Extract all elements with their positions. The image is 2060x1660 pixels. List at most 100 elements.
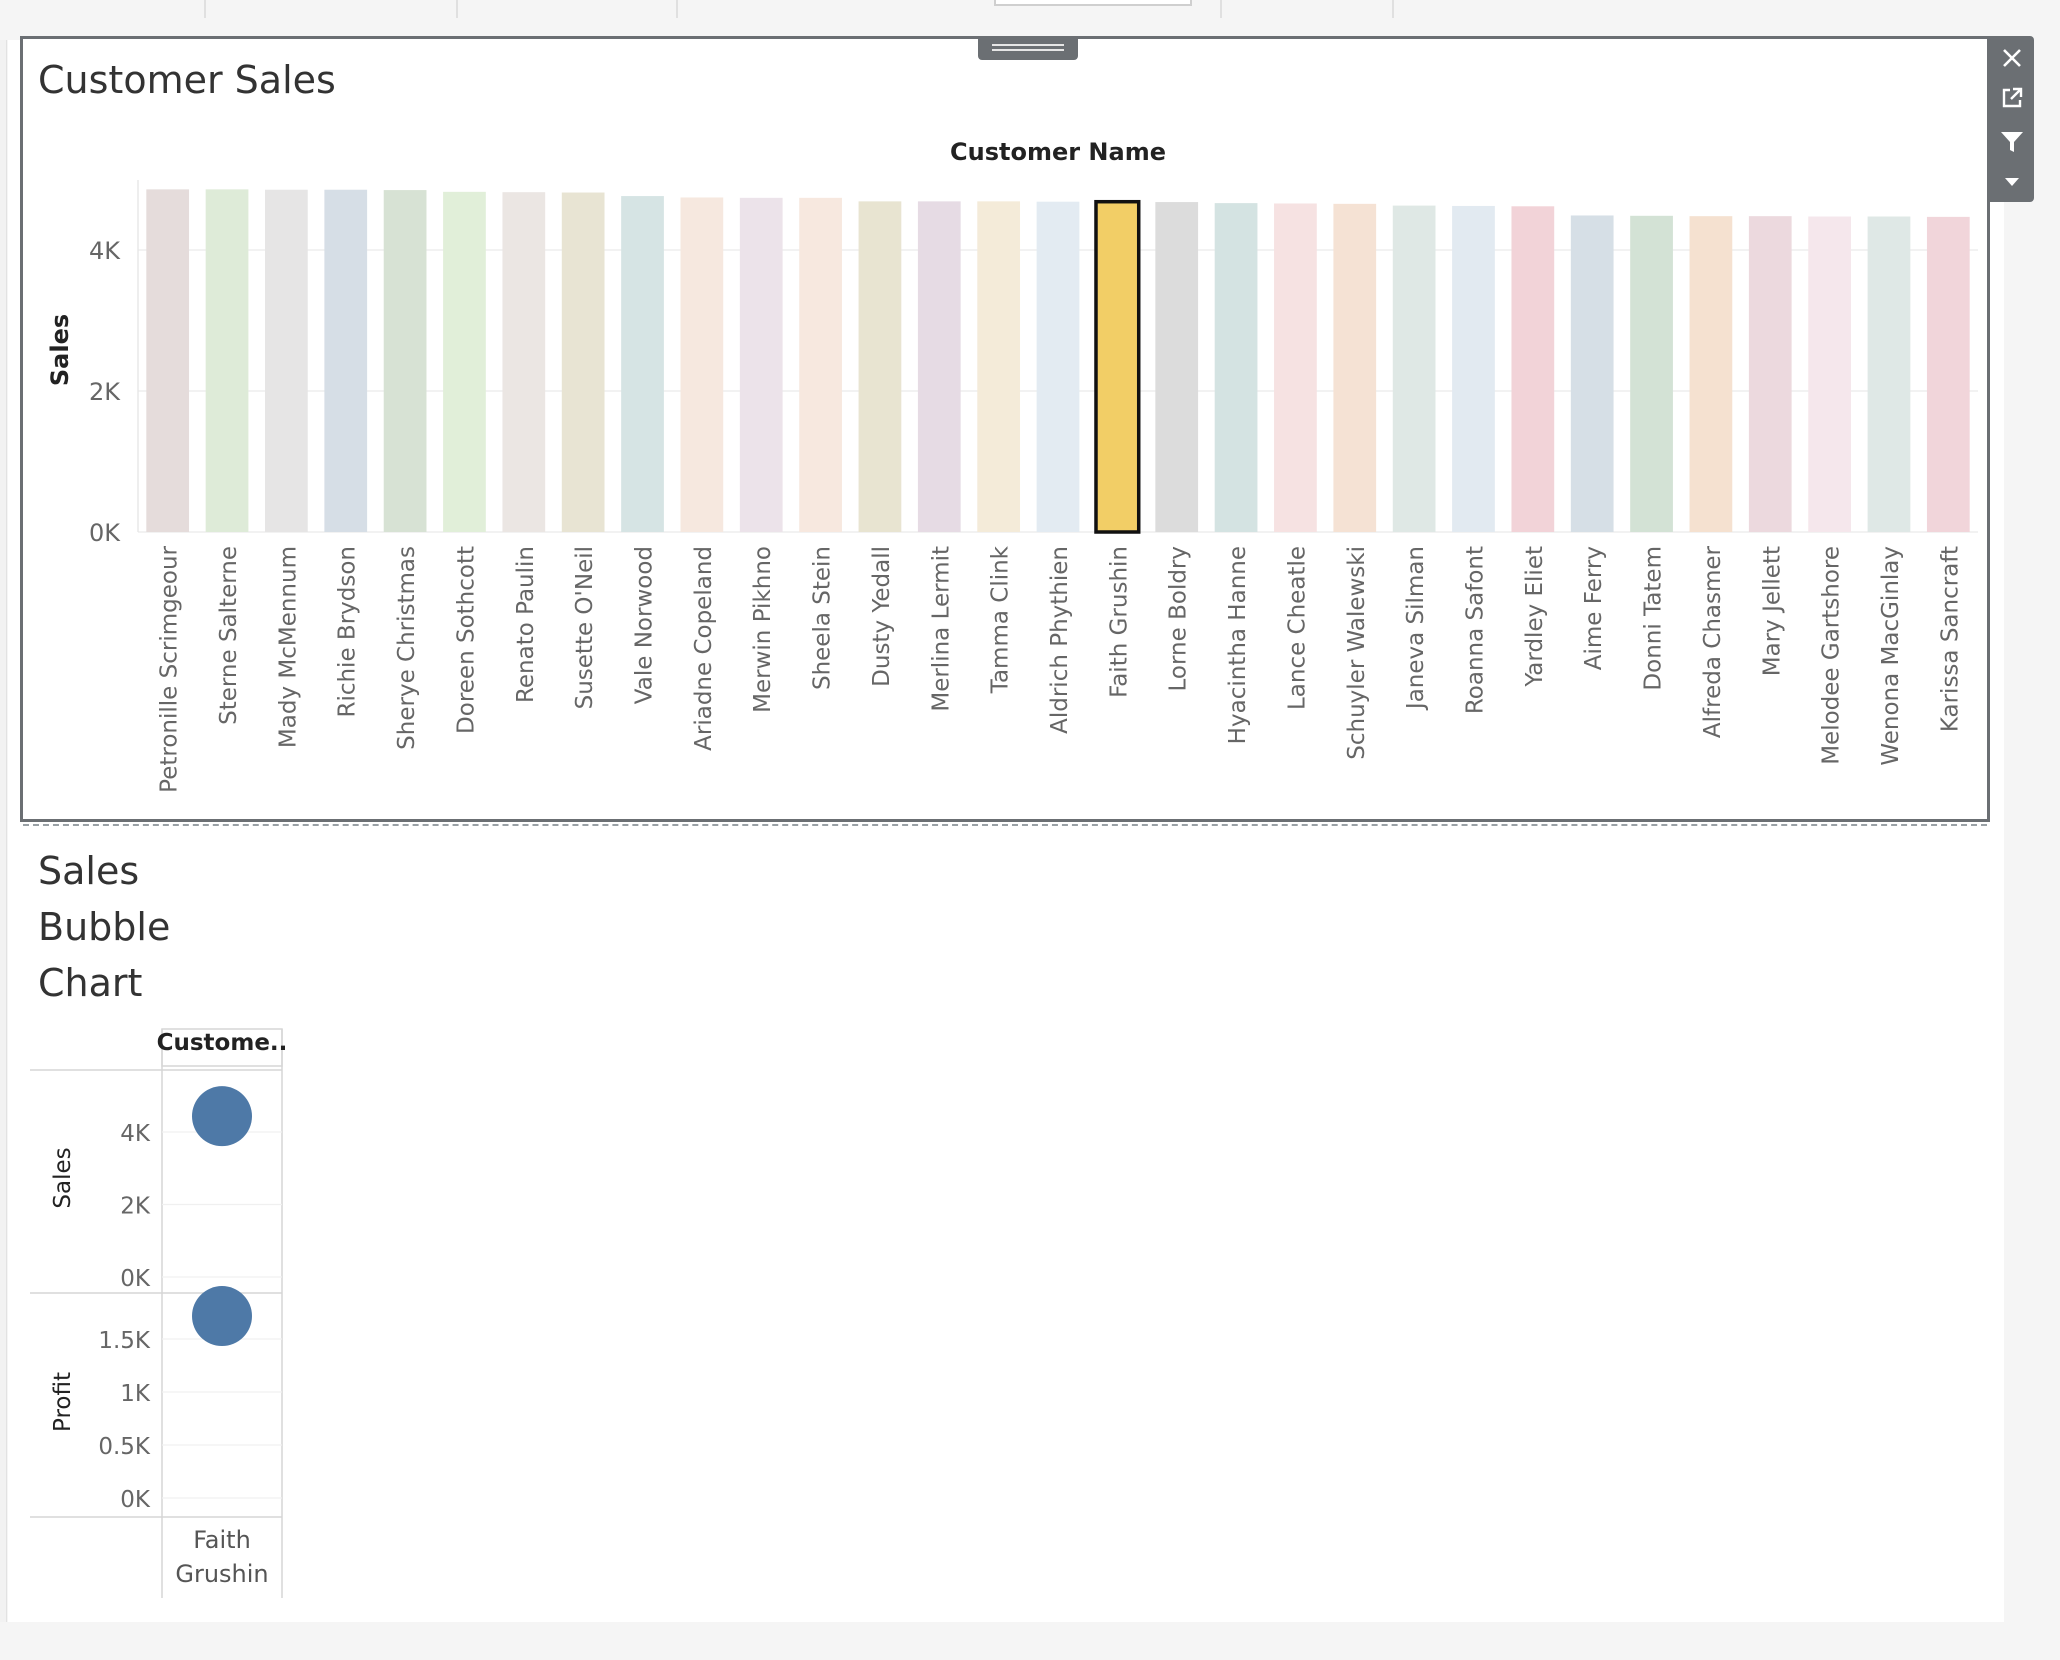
x-tick-label[interactable]: Dusty Yedall — [869, 546, 895, 687]
x-tick-label[interactable]: Mary Jellett — [1759, 546, 1785, 676]
bar-lorne-boldry[interactable] — [1155, 202, 1199, 532]
bar-wenona-macginlay[interactable] — [1867, 216, 1911, 532]
x-tick-label[interactable]: Lance Cheatle — [1284, 546, 1310, 710]
x-tick-label[interactable]: Renato Paulin — [513, 546, 539, 703]
bar-ariadne-copeland[interactable] — [680, 197, 724, 533]
filter-icon[interactable] — [1990, 122, 2034, 162]
row-label-sales[interactable]: Sales — [50, 1147, 76, 1208]
y-tick-label: 0K — [89, 519, 121, 547]
profit-bubble[interactable] — [192, 1286, 252, 1347]
x-tick-label[interactable]: Aldrich Phythien — [1047, 546, 1073, 734]
x-axis-title: Customer Name — [950, 138, 1166, 166]
bar-lance-cheatle[interactable] — [1274, 203, 1317, 532]
x-tick-label[interactable]: Karissa Sancraft — [1937, 546, 1963, 732]
profit-tick-label: 1.5K — [98, 1328, 151, 1354]
bar-hyacintha-hanne[interactable] — [1214, 203, 1258, 532]
strip-divider — [676, 0, 678, 18]
x-tick-label[interactable]: Tamma Clink — [988, 545, 1014, 694]
x-tick-label[interactable]: Hyacintha Hanne — [1225, 546, 1251, 744]
bar-alfreda-chasmer[interactable] — [1689, 216, 1733, 532]
close-icon[interactable] — [1990, 38, 2034, 78]
bar-karissa-sancraft[interactable] — [1926, 216, 1970, 533]
worksheet-tabs-strip — [0, 0, 2060, 20]
strip-field[interactable] — [994, 0, 1192, 6]
bubble-chart-title: Sales Bubble Chart — [38, 843, 238, 1011]
customer-label-line[interactable]: Grushin — [175, 1560, 268, 1588]
bar-faith-grushin[interactable] — [1094, 199, 1141, 534]
x-tick-label[interactable]: Mady McMennum — [275, 546, 301, 748]
bar-tamma-clink[interactable] — [977, 201, 1021, 533]
x-tick-label[interactable]: Sheela Stein — [810, 546, 836, 690]
x-tick-label[interactable]: Wenona MacGinlay — [1878, 546, 1904, 766]
bar-melodee-gartshore[interactable] — [1808, 216, 1851, 532]
x-tick-label[interactable]: Ariadne Copeland — [691, 546, 717, 751]
customer-sales-bar-chart[interactable]: 4K 2K 0K Petronille Scrimgeour Sterne Salte… — [0, 0, 2000, 820]
y-tick-label: 2K — [89, 378, 121, 406]
x-tick-label[interactable]: Merwin Pikhno — [750, 546, 776, 713]
x-tick-label[interactable]: Petronille Scrimgeour — [157, 545, 183, 792]
bar-mady-mcmennum[interactable] — [265, 189, 308, 532]
bar-renato-paulin[interactable] — [502, 192, 546, 532]
x-tick-label[interactable]: Doreen Sothcott — [453, 546, 479, 734]
bubble-title-line: Bubble — [38, 905, 171, 949]
y-tick-label: 4K — [89, 237, 121, 265]
bar-sheela-stein[interactable] — [799, 197, 842, 532]
zone-toolbar — [1990, 36, 2034, 202]
strip-divider — [204, 0, 206, 18]
sales-bubble-chart[interactable]: 4K 2K 0K 1.5K 1K 0.5K 0K Custome.. Sales Profi… — [0, 1020, 320, 1620]
bar-sterne-salterne[interactable] — [205, 189, 249, 532]
bar-mary-jellett[interactable] — [1748, 216, 1792, 532]
left-edge — [0, 40, 7, 1622]
x-tick-label[interactable]: Donni Tatem — [1641, 546, 1667, 691]
bar-doreen-sothcott[interactable] — [443, 191, 486, 532]
x-tick-label[interactable]: Melodee Gartshore — [1819, 546, 1845, 765]
x-tick-label[interactable]: Vale Norwood — [632, 546, 658, 704]
zone-selection-border — [23, 824, 1987, 826]
bar-roanna-safont[interactable] — [1452, 205, 1495, 532]
x-tick-label[interactable]: Janeva Silman — [1403, 546, 1429, 711]
customer-sales-title: Customer Sales — [38, 58, 336, 102]
strip-divider — [1392, 0, 1394, 18]
bubble-title-line: Chart — [38, 961, 143, 1005]
column-header[interactable]: Custome.. — [157, 1030, 288, 1056]
x-tick-label[interactable]: Susette O'Neil — [572, 546, 598, 709]
x-tick-label[interactable]: Richie Brydson — [335, 546, 361, 718]
popout-icon[interactable] — [1990, 78, 2034, 118]
profit-tick-label: 1K — [120, 1381, 151, 1407]
x-tick-label[interactable]: Yardley Eliet — [1522, 546, 1548, 688]
sales-tick-label: 4K — [120, 1121, 151, 1147]
dropdown-arrow-icon[interactable] — [1990, 162, 2034, 202]
strip-divider — [1220, 0, 1222, 18]
bar-susette-o-neil[interactable] — [561, 192, 605, 533]
bar-aime-ferry[interactable] — [1570, 215, 1614, 532]
drag-handle-icon[interactable] — [978, 36, 1078, 60]
sales-bubble[interactable] — [192, 1086, 252, 1147]
bar-schuyler-walewski[interactable] — [1333, 203, 1377, 532]
bubble-title-line: Sales — [38, 849, 140, 893]
x-tick-label[interactable]: Sterne Salterne — [216, 546, 242, 725]
bar-yardley-eliet[interactable] — [1511, 206, 1555, 533]
sales-tick-label: 0K — [120, 1266, 151, 1292]
bar-aldrich-phythien[interactable] — [1036, 201, 1080, 532]
profit-tick-label: 0K — [120, 1487, 151, 1513]
row-label-profit[interactable]: Profit — [50, 1372, 76, 1432]
x-tick-label[interactable]: Alfreda Chasmer — [1700, 545, 1726, 738]
bar-dusty-yedall[interactable] — [858, 201, 902, 533]
bar-donni-tatem[interactable] — [1630, 215, 1673, 532]
x-tick-label[interactable]: Sherye Christmas — [394, 546, 420, 750]
x-tick-label[interactable]: Faith Grushin — [1106, 546, 1132, 698]
sales-tick-label: 2K — [120, 1194, 151, 1220]
bar-richie-brydson[interactable] — [324, 189, 368, 532]
bar-sherye-christmas[interactable] — [383, 190, 427, 532]
bar-merwin-pikhno[interactable] — [739, 197, 783, 532]
x-tick-label[interactable]: Lorne Boldry — [1166, 546, 1192, 691]
x-tick-label[interactable]: Merlina Lermit — [928, 546, 954, 712]
bar-petronille-scrimgeour[interactable] — [146, 189, 190, 532]
x-tick-label[interactable]: Roanna Safont — [1462, 546, 1488, 714]
bar-janeva-silman[interactable] — [1392, 205, 1436, 532]
customer-label-line[interactable]: Faith — [193, 1526, 251, 1554]
bar-merlina-lermit[interactable] — [917, 201, 961, 533]
x-tick-label[interactable]: Aime Ferry — [1581, 546, 1607, 670]
x-tick-label[interactable]: Schuyler Walewski — [1344, 546, 1370, 760]
bar-vale-norwood[interactable] — [621, 196, 664, 532]
